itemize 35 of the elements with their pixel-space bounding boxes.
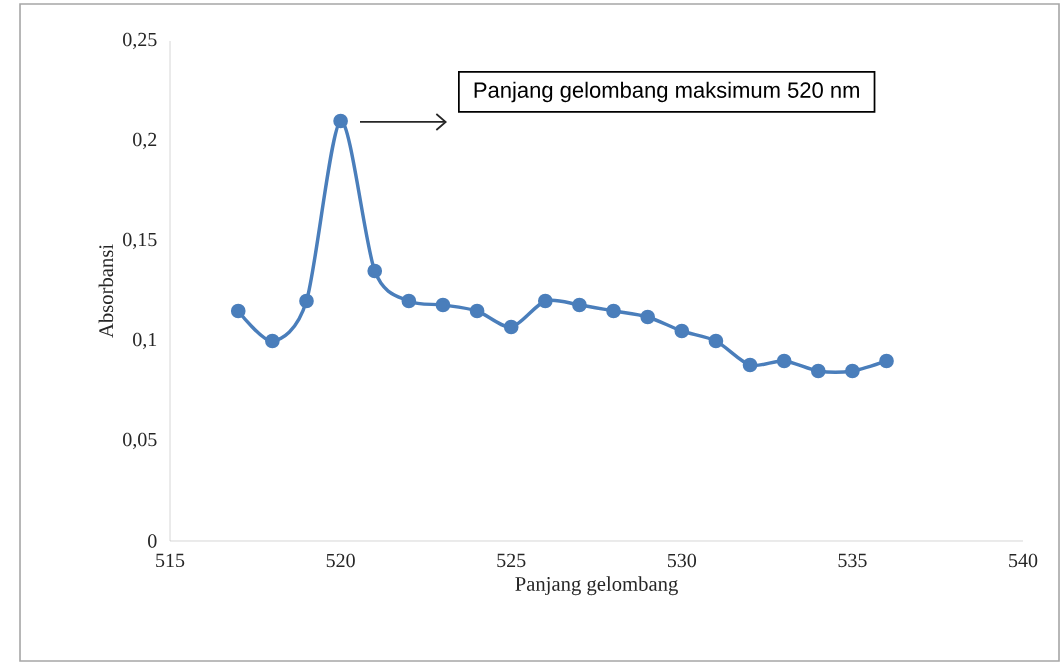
- y-tick-label: 0,05: [123, 432, 157, 450]
- annotation: Panjang gelombang maksimum 520 nm: [474, 81, 859, 103]
- point: [265, 333, 280, 349]
- y-tick-label: 0: [148, 534, 157, 548]
- point: [708, 333, 724, 349]
- x-tick-label: 525: [497, 553, 526, 568]
- point: [810, 363, 826, 379]
- point: [674, 323, 690, 339]
- y-tick-label: 0,15: [123, 232, 157, 250]
- x-axis-title: Panjang gelombang: [515, 576, 678, 596]
- y-axis-title: Absorbansi: [98, 244, 114, 338]
- point: [401, 293, 417, 309]
- y-tick-label: 0,25: [123, 32, 157, 50]
- y-tick-label: 0,2: [133, 132, 157, 150]
- x-tick-label: 540: [1009, 553, 1038, 568]
- x-tick-label: 515: [156, 553, 185, 568]
- point: [469, 303, 485, 319]
- point: [879, 353, 894, 369]
- point: [367, 263, 383, 279]
- point: [742, 357, 758, 373]
- point: [333, 113, 348, 129]
- point: [299, 293, 314, 309]
- point: [435, 297, 451, 313]
- point: [606, 303, 621, 319]
- point: [230, 303, 246, 319]
- point: [503, 319, 519, 335]
- x-tick-label: 530: [667, 553, 697, 568]
- x-tick-label: 520: [326, 553, 355, 568]
- point: [572, 297, 587, 313]
- y-tick-label: 0,1: [133, 332, 157, 350]
- point: [776, 353, 792, 369]
- point: [640, 309, 656, 325]
- x-tick-label: 535: [838, 553, 867, 568]
- point: [845, 363, 860, 379]
- point: [537, 293, 553, 309]
